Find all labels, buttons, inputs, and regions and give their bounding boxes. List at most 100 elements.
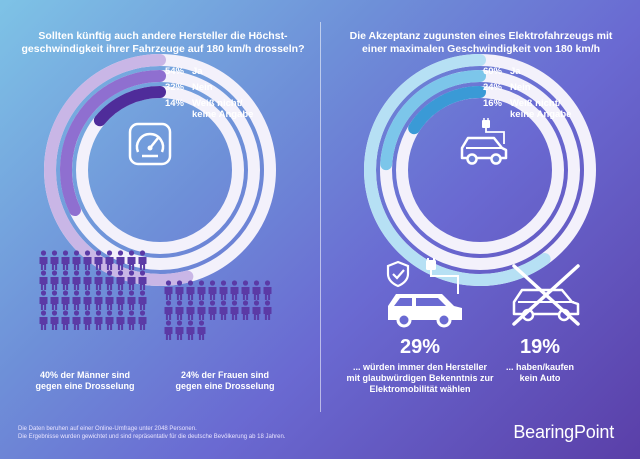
legend-pct: 24% bbox=[482, 82, 502, 93]
person-icon bbox=[39, 270, 48, 290]
person-icon bbox=[94, 310, 103, 330]
speedometer-icon bbox=[128, 122, 172, 166]
person-icon bbox=[164, 300, 173, 320]
person-icon bbox=[72, 250, 81, 270]
stat-trusted-manufacturer: 29% bbox=[399, 336, 441, 358]
person-icon bbox=[197, 280, 206, 300]
person-icon bbox=[83, 310, 92, 330]
person-icon bbox=[116, 310, 125, 330]
person-icon bbox=[83, 250, 92, 270]
men-pictogram-grid bbox=[38, 250, 148, 330]
person-icon bbox=[116, 270, 125, 290]
person-icon bbox=[252, 300, 261, 320]
right-ring-chart bbox=[364, 54, 596, 286]
person-icon bbox=[219, 280, 228, 300]
person-icon bbox=[175, 280, 184, 300]
left-question: Sollten künftig auch andere Hersteller d… bbox=[21, 30, 305, 55]
legend-pct: 16% bbox=[482, 98, 502, 109]
trusted-ev-icon bbox=[386, 258, 462, 328]
footnote-line-1: Die Daten beruhen auf einer Online-Umfra… bbox=[18, 426, 197, 432]
person-icon bbox=[197, 300, 206, 320]
legend-label: Ja bbox=[192, 66, 203, 77]
person-icon bbox=[127, 270, 136, 290]
person-icon bbox=[263, 280, 272, 300]
legend-pct: 14% bbox=[164, 98, 184, 109]
person-icon bbox=[219, 300, 228, 320]
person-icon bbox=[61, 250, 70, 270]
ring-arc-2 bbox=[93, 86, 166, 127]
person-icon bbox=[116, 250, 125, 270]
person-icon bbox=[39, 290, 48, 310]
footnote-line-2: Die Ergebnisse wurden gewichtet und sind… bbox=[18, 434, 286, 440]
legend-pct: 54% bbox=[164, 66, 184, 77]
person-icon bbox=[105, 270, 114, 290]
person-icon bbox=[61, 270, 70, 290]
person-icon bbox=[138, 250, 147, 270]
person-icon bbox=[72, 270, 81, 290]
person-icon bbox=[164, 320, 173, 340]
legend-label: Ja bbox=[510, 66, 521, 77]
person-icon bbox=[138, 310, 147, 330]
person-icon bbox=[263, 300, 272, 320]
person-icon bbox=[50, 270, 59, 290]
person-icon bbox=[83, 290, 92, 310]
stat-no-car: 19% bbox=[519, 336, 561, 358]
person-icon bbox=[252, 280, 261, 300]
legend-label: Weiß nicht/ keine Angabe bbox=[510, 98, 572, 120]
ring-arc-0 bbox=[44, 54, 194, 286]
person-icon bbox=[105, 290, 114, 310]
ring-arc-1 bbox=[380, 70, 486, 171]
stat-trusted-caption: ... würden immer den Hersteller mit glau… bbox=[346, 362, 494, 394]
ring-arc-1 bbox=[60, 70, 166, 217]
women-caption: 24% der Frauen sind gegen eine Drosselun… bbox=[175, 370, 275, 391]
person-icon bbox=[127, 310, 136, 330]
person-icon bbox=[127, 250, 136, 270]
legend-label: Nein bbox=[192, 82, 213, 93]
person-icon bbox=[61, 290, 70, 310]
person-icon bbox=[175, 320, 184, 340]
person-icon bbox=[241, 300, 250, 320]
electric-car-icon bbox=[460, 118, 508, 165]
ring-arc-2 bbox=[408, 86, 486, 135]
right-question: Die Akzeptanz zugunsten eines Elektrofah… bbox=[349, 30, 613, 55]
person-icon bbox=[39, 310, 48, 330]
person-icon bbox=[116, 290, 125, 310]
person-icon bbox=[186, 300, 195, 320]
ring-arc-0 bbox=[364, 54, 551, 286]
bearingpoint-logo: BearingPoint bbox=[513, 422, 614, 442]
person-icon bbox=[138, 270, 147, 290]
person-icon bbox=[105, 250, 114, 270]
person-icon bbox=[83, 270, 92, 290]
person-icon bbox=[61, 310, 70, 330]
person-icon bbox=[241, 280, 250, 300]
legend-pct: 32% bbox=[164, 82, 184, 93]
person-icon bbox=[197, 320, 206, 340]
person-icon bbox=[94, 250, 103, 270]
person-icon bbox=[72, 290, 81, 310]
person-icon bbox=[94, 270, 103, 290]
person-icon bbox=[39, 250, 48, 270]
center-divider bbox=[320, 22, 321, 412]
person-icon bbox=[138, 290, 147, 310]
person-icon bbox=[208, 280, 217, 300]
person-icon bbox=[127, 290, 136, 310]
person-icon bbox=[50, 310, 59, 330]
person-icon bbox=[50, 290, 59, 310]
stat-no-car-caption: ... haben/kaufen kein Auto bbox=[505, 362, 574, 383]
person-icon bbox=[175, 300, 184, 320]
person-icon bbox=[164, 280, 173, 300]
person-icon bbox=[208, 300, 217, 320]
person-icon bbox=[94, 290, 103, 310]
crossed-car-icon bbox=[512, 264, 580, 326]
legend-label: Weiß nicht/ keine Angabe bbox=[192, 98, 254, 120]
person-icon bbox=[230, 280, 239, 300]
legend-pct: 60% bbox=[482, 66, 502, 77]
person-icon bbox=[186, 280, 195, 300]
left-ring-chart bbox=[44, 54, 276, 286]
person-icon bbox=[50, 250, 59, 270]
person-icon bbox=[105, 310, 114, 330]
person-icon bbox=[186, 320, 195, 340]
person-icon bbox=[72, 310, 81, 330]
men-caption: 40% der Männer sind gegen eine Drosselun… bbox=[35, 370, 135, 391]
